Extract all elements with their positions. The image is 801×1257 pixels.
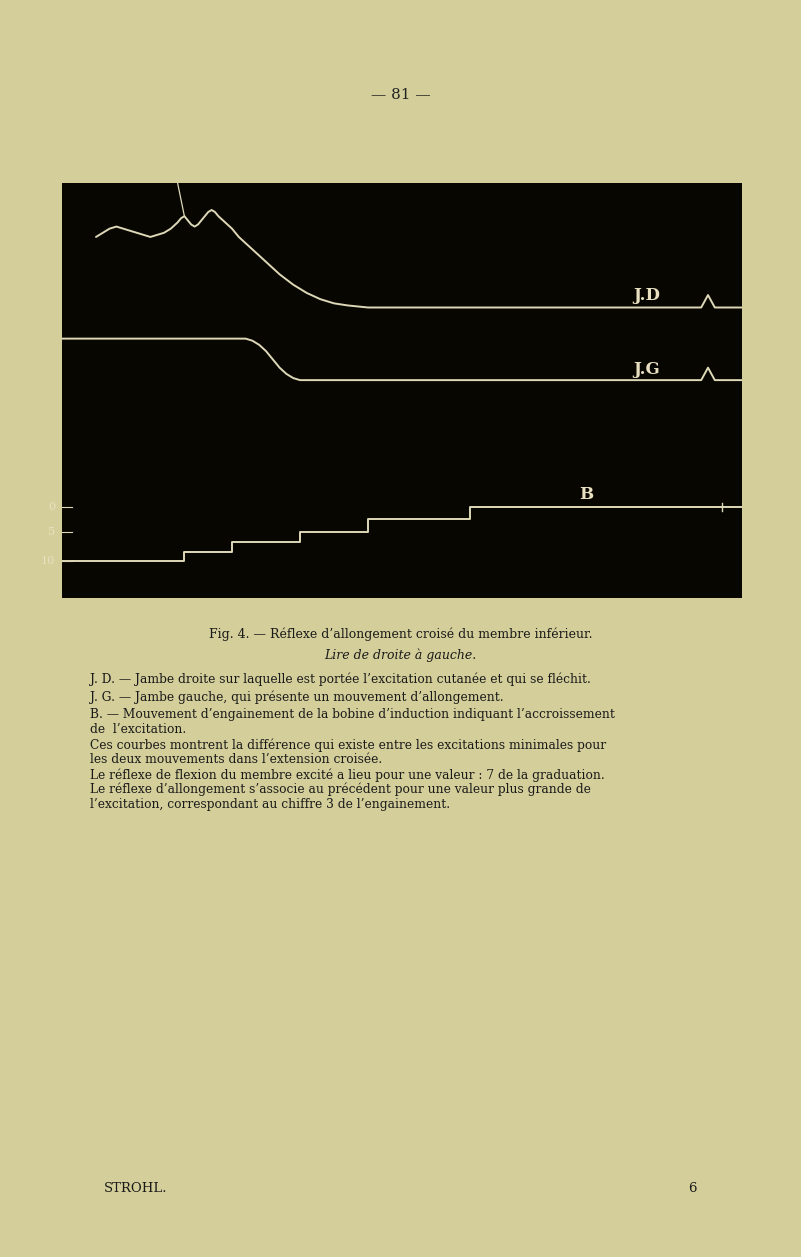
- Text: Ces courbes montrent la différence qui existe entre les excitations minimales po: Ces courbes montrent la différence qui e…: [90, 738, 606, 752]
- Text: de  l’excitation.: de l’excitation.: [90, 723, 187, 737]
- Text: Le réflexe d’allongement s’associe au précédent pour une valeur plus grande de: Le réflexe d’allongement s’associe au pr…: [90, 783, 591, 797]
- Text: les deux mouvements dans l’extension croisée.: les deux mouvements dans l’extension cro…: [90, 753, 382, 766]
- Text: B. — Mouvement d’engainement de la bobine d’induction indiquant l’accroissement: B. — Mouvement d’engainement de la bobin…: [90, 708, 615, 722]
- Text: B: B: [579, 485, 593, 503]
- Text: — 81 —: — 81 —: [371, 88, 430, 102]
- Text: J.D: J.D: [634, 287, 660, 303]
- Text: J. G. — Jambe gauche, qui présente un mouvement d’allongement.: J. G. — Jambe gauche, qui présente un mo…: [90, 690, 504, 704]
- Text: 5: 5: [48, 527, 55, 537]
- Text: J. D. — Jambe droite sur laquelle est portée l’excitation cutanée et qui se fléc: J. D. — Jambe droite sur laquelle est po…: [90, 672, 591, 685]
- Text: Fig. 4. — Réflexe d’allongement croisé du membre inférieur.: Fig. 4. — Réflexe d’allongement croisé d…: [209, 628, 592, 641]
- Text: Le réflexe de flexion du membre excité a lieu pour une valeur : 7 de la graduati: Le réflexe de flexion du membre excité a…: [90, 768, 605, 782]
- Text: Lire de droite à gauche.: Lire de droite à gauche.: [324, 649, 477, 661]
- Text: 10: 10: [41, 556, 55, 566]
- Text: 0: 0: [48, 502, 55, 512]
- Text: 6: 6: [688, 1182, 697, 1195]
- Text: STROHL.: STROHL.: [104, 1182, 167, 1195]
- Text: J.G: J.G: [634, 361, 660, 378]
- Text: l’excitation, correspondant au chiffre 3 de l’engainement.: l’excitation, correspondant au chiffre 3…: [90, 798, 450, 811]
